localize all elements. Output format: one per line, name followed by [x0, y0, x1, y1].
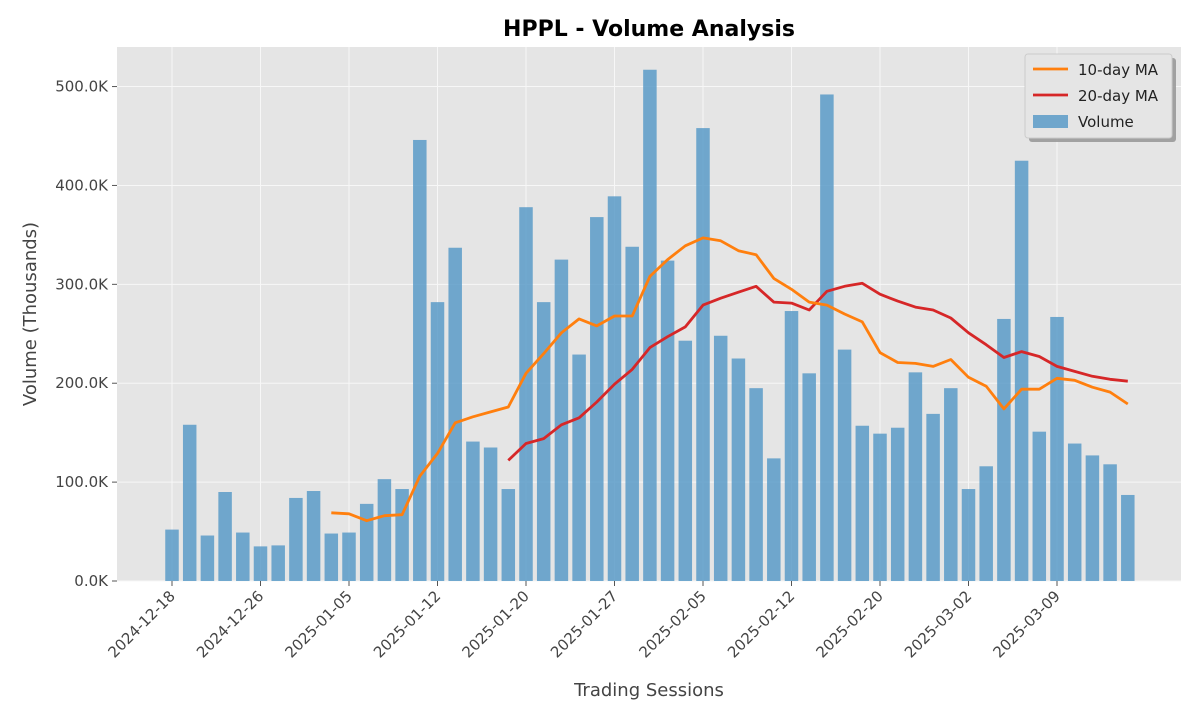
volume-bar	[961, 489, 976, 581]
volume-bar	[908, 372, 923, 581]
volume-bar	[944, 388, 958, 581]
volume-bar	[678, 340, 693, 581]
y-tick-label: 0.0K	[74, 572, 109, 590]
volume-bar	[289, 497, 303, 581]
volume-bar	[1032, 431, 1047, 581]
volume-bar	[182, 424, 197, 581]
volume-bar	[377, 479, 392, 581]
volume-bar	[466, 441, 480, 581]
volume-bar	[731, 358, 746, 581]
ma10-line	[331, 236, 1129, 523]
volume-bar	[572, 354, 586, 581]
volume-bar	[1050, 316, 1064, 581]
volume-bar	[395, 489, 409, 581]
volume-bar	[767, 458, 781, 581]
legend-ma10-label: 10-day MA	[1078, 61, 1159, 79]
volume-bar	[590, 217, 604, 582]
legend-ma20-label: 20-day MA	[1078, 87, 1159, 105]
volume-bar	[749, 388, 763, 581]
legend: 10-day MA 20-day MA Volume	[1024, 53, 1176, 142]
y-tick-label: 200.0K	[55, 374, 109, 392]
x-axis-label: Trading Sessions	[573, 680, 724, 701]
volume-bar	[200, 535, 215, 581]
y-tick-label: 300.0K	[55, 275, 109, 293]
y-tick-label: 100.0K	[55, 473, 109, 491]
volume-bar	[342, 532, 356, 581]
volume-bar	[359, 503, 374, 581]
volume-bar	[1067, 443, 1082, 581]
volume-bars	[165, 69, 1135, 582]
volume-bar	[607, 196, 622, 582]
volume-bar	[855, 425, 870, 581]
volume-bar	[165, 529, 179, 581]
volume-bar	[413, 139, 427, 581]
volume-bar	[306, 491, 321, 581]
volume-bar	[536, 302, 551, 581]
ma20-line	[507, 281, 1128, 462]
volume-bar	[713, 335, 728, 581]
y-axis: 0.0K 100.0K 200.0K 300.0K 400.0K 500.0K	[55, 78, 117, 590]
volume-bar	[483, 447, 498, 581]
volume-bar	[820, 94, 834, 581]
legend-volume-swatch	[1033, 115, 1068, 128]
volume-bar	[271, 545, 285, 581]
volume-bar	[218, 492, 232, 581]
volume-bar	[890, 427, 905, 581]
y-axis-label: Volume (Thousands)	[20, 222, 41, 406]
volume-bar	[1121, 494, 1135, 581]
volume-bar	[1103, 464, 1117, 581]
volume-bar	[519, 207, 533, 581]
volume-bar	[1014, 160, 1029, 581]
volume-bar	[501, 489, 516, 581]
volume-bar	[979, 466, 993, 581]
chart-title: HPPL - Volume Analysis	[503, 17, 795, 42]
volume-bar	[430, 302, 445, 581]
volume-bar	[253, 546, 268, 581]
y-tick-label: 500.0K	[55, 78, 109, 96]
volume-bar	[448, 247, 462, 581]
volume-bar	[926, 413, 940, 581]
volume-bar	[1085, 455, 1100, 581]
volume-bar	[625, 246, 639, 581]
volume-bar	[873, 433, 887, 581]
volume-bar	[802, 373, 816, 581]
volume-bar	[554, 259, 569, 581]
volume-bar	[660, 260, 675, 581]
volume-bar	[997, 318, 1011, 581]
volume-bar	[696, 128, 710, 582]
y-tick-label: 400.0K	[55, 176, 109, 194]
volume-bar	[643, 69, 657, 581]
volume-bar	[236, 532, 250, 581]
volume-bar	[837, 349, 852, 581]
volume-bar	[324, 533, 339, 581]
legend-volume-label: Volume	[1078, 113, 1134, 131]
volume-bar	[784, 311, 799, 581]
